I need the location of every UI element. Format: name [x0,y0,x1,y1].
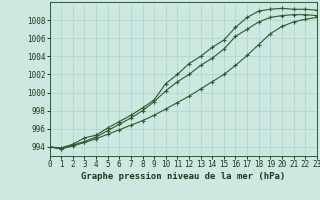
X-axis label: Graphe pression niveau de la mer (hPa): Graphe pression niveau de la mer (hPa) [81,172,285,181]
